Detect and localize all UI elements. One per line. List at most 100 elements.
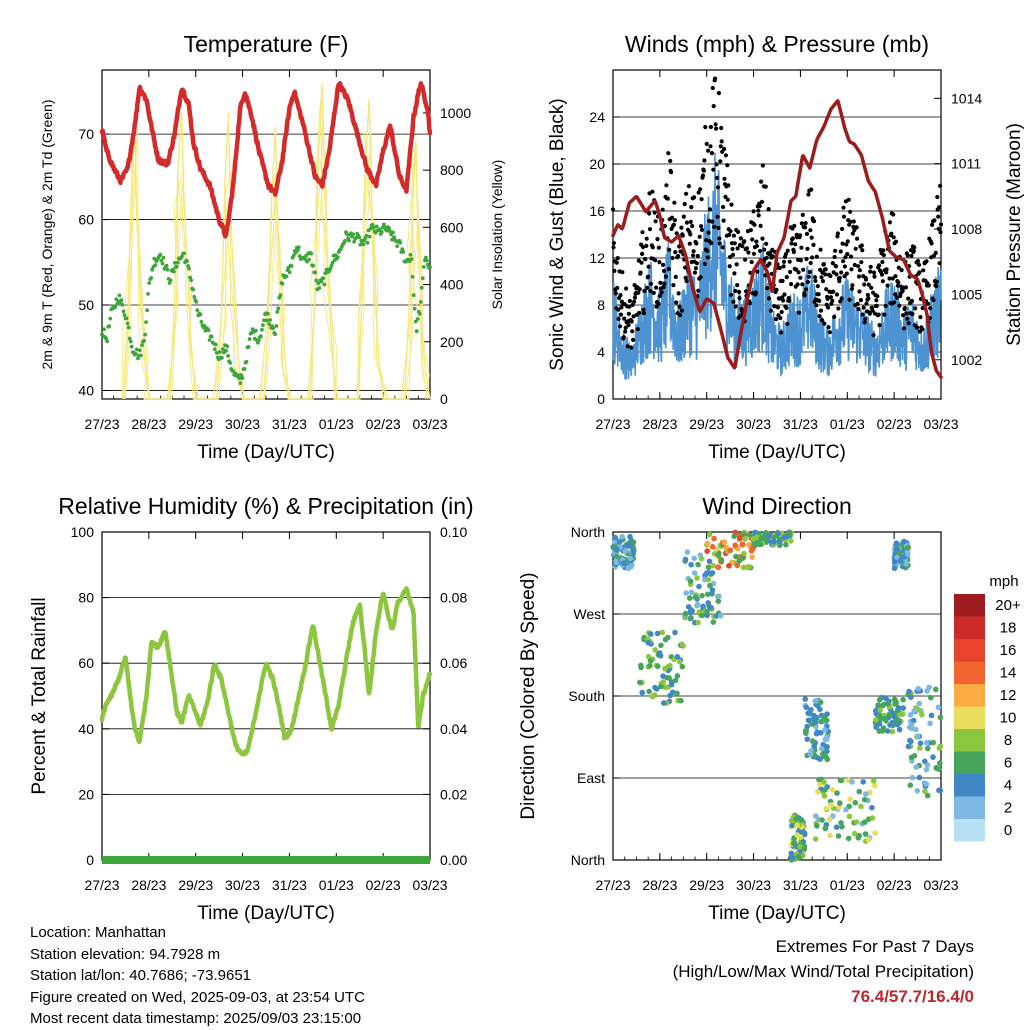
wind-gust-point — [735, 246, 740, 251]
wind-gust-point — [709, 241, 714, 246]
wind-gust-point — [664, 183, 669, 188]
wind-gust-point — [722, 176, 727, 181]
wind-direction-point — [879, 728, 886, 734]
direction-xlabel: Time (Day/UTC) — [708, 903, 846, 924]
wind-direction-point — [822, 727, 828, 733]
wind-direction-point — [630, 548, 637, 555]
wind-direction-point — [788, 538, 794, 544]
humidity-xtick-label: 29/23 — [178, 877, 213, 893]
wind-gust-point — [688, 232, 693, 237]
wind-gust-point — [851, 219, 856, 224]
wind-gust-point — [658, 280, 663, 285]
wind-gust-point — [657, 293, 663, 298]
wind-gust-point — [742, 239, 747, 244]
wind-direction-point — [904, 551, 911, 558]
wind-gust-point — [671, 283, 676, 288]
wind-gust-point — [915, 258, 921, 264]
wind-direction-point — [679, 641, 685, 648]
wind-gust-point — [611, 240, 617, 246]
dewpoint-point — [238, 381, 243, 386]
wind-direction-point — [706, 558, 713, 565]
dewpoint-point — [129, 344, 134, 349]
wind-direction-point — [887, 722, 893, 728]
dewpoint-point — [199, 320, 204, 324]
wind-gust-point — [818, 247, 823, 252]
wind-gust-point — [883, 303, 888, 309]
wind-gust-point — [674, 300, 679, 305]
wind-direction-point — [812, 698, 819, 704]
wind-direction-point — [897, 557, 904, 564]
wind-direction-point — [688, 589, 695, 596]
dewpoint-point — [287, 270, 292, 275]
wind-gust-point — [826, 325, 831, 330]
wind-gust-point — [912, 245, 917, 250]
wind-direction-point — [794, 822, 800, 829]
wind-gust-point — [719, 125, 724, 131]
wind-gust-point — [721, 218, 726, 223]
wind-gust-point — [838, 249, 843, 254]
dewpoint-point — [195, 308, 200, 312]
wind-gust-point — [823, 272, 828, 277]
wind-gust-point — [779, 309, 784, 315]
wind-gust-point — [733, 304, 738, 309]
dewpoint-point — [191, 287, 196, 292]
wind-gust-point — [906, 296, 911, 301]
wind-gust-point — [822, 321, 827, 326]
dewpoint-point — [266, 311, 270, 316]
wind-direction-point — [834, 790, 840, 796]
wind-gust-point — [770, 254, 775, 259]
dewpoint-point — [102, 327, 106, 332]
wind-direction-point — [637, 679, 643, 686]
wind-gust-point — [752, 222, 757, 227]
wind-gust-point — [671, 222, 677, 227]
wind-gust-point — [643, 257, 648, 262]
wind-gust-point — [837, 279, 842, 284]
wind-gust-point — [673, 274, 678, 279]
dewpoint-point — [259, 334, 263, 339]
winds-y2tick-label: 1014 — [951, 90, 982, 106]
wind-gust-point — [788, 269, 793, 275]
wind-direction-point — [797, 834, 804, 840]
dewpoint-point — [319, 279, 324, 284]
wind-direction-point — [813, 813, 819, 819]
wind-gust-point — [615, 256, 620, 261]
wind-gust-point — [938, 222, 944, 227]
wind-gust-point — [871, 270, 877, 275]
wind-direction-point — [937, 760, 943, 766]
dewpoint-point — [225, 344, 230, 349]
wind-direction-point — [814, 789, 821, 795]
temperature-y2label: Solar Insolation (Yellow) — [489, 160, 505, 310]
wind-gust-point — [784, 305, 789, 310]
direction-ylabel: Direction (Colored By Speed) — [518, 572, 539, 819]
wind-gust-point — [816, 292, 821, 297]
wind-gust-point — [900, 289, 905, 294]
wind-gust-point — [616, 307, 621, 312]
wind-gust-point — [698, 187, 703, 192]
wind-gust-point — [653, 258, 658, 263]
wind-gust-point — [881, 248, 886, 253]
wind-gust-point — [614, 260, 619, 265]
wind-direction-point — [856, 788, 863, 795]
dewpoint-point — [246, 345, 251, 349]
wind-gust-point — [676, 254, 681, 259]
wind-gust-point — [866, 282, 871, 287]
wind-gust-point — [729, 292, 734, 297]
wind-direction-point — [930, 754, 936, 760]
winds-xtick-label: 01/23 — [830, 416, 865, 432]
wind-gust-point — [796, 270, 801, 275]
wind-direction-point — [705, 576, 711, 583]
wind-direction-point — [687, 578, 694, 584]
dewpoint-point — [165, 267, 170, 272]
dewpoint-point — [128, 339, 133, 344]
wind-direction-point — [654, 630, 661, 637]
wind-gust-point — [711, 167, 716, 172]
wind-gust-point — [936, 214, 941, 219]
wind-direction-point — [933, 686, 939, 693]
wind-direction-point — [734, 562, 741, 569]
dewpoint-point — [352, 239, 356, 244]
wind-gust-point — [791, 249, 797, 255]
wind-direction-point — [923, 781, 930, 787]
wind-gust-point — [811, 242, 816, 247]
wind-gust-point — [884, 267, 889, 272]
dewpoint-point — [284, 274, 289, 279]
